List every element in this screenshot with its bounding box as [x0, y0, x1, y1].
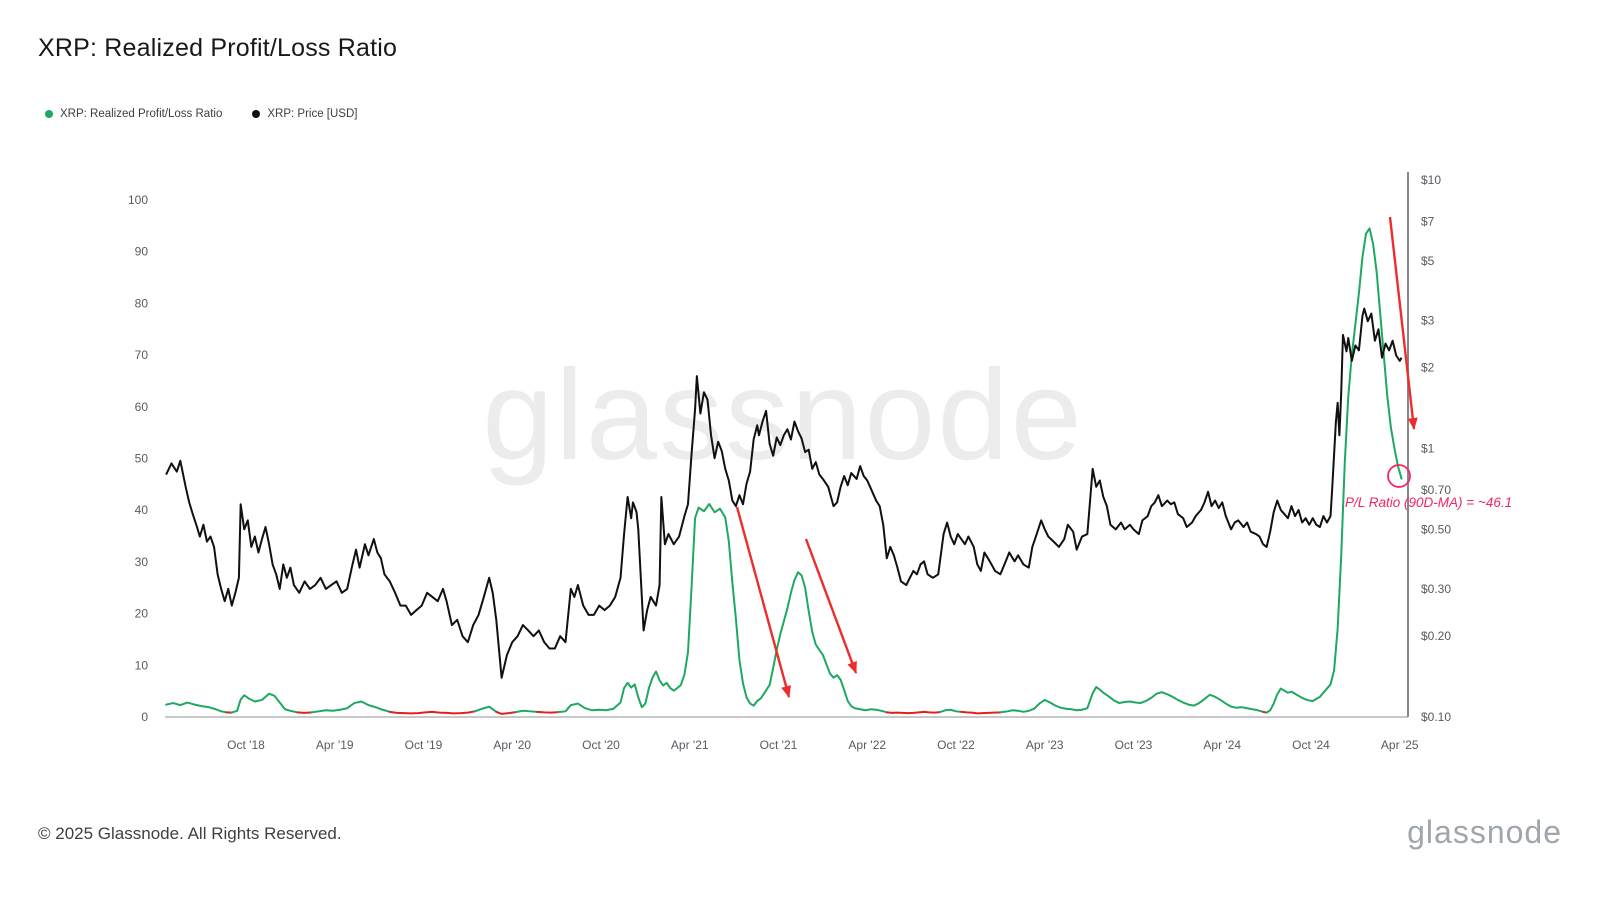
x-axis-tick-label: Apr '21: [671, 738, 709, 752]
legend-label-ratio: XRP: Realized Profit/Loss Ratio: [60, 108, 223, 120]
page-title: XRP: Realized Profit/Loss Ratio: [38, 34, 398, 62]
right-axis-tick-label: $7: [1421, 215, 1435, 229]
ratio-line-loss-segment: [960, 710, 1002, 715]
x-axis-tick-label: Oct '18: [227, 738, 265, 752]
glassnode-logo: glassnode: [1407, 814, 1562, 850]
left-axis-tick-label: 80: [135, 296, 149, 310]
annotation-circle-icon: [1387, 464, 1411, 488]
right-axis-tick-label: $1: [1421, 442, 1435, 456]
left-axis-tick-label: 60: [135, 400, 149, 414]
ratio-line-loss-segment: [536, 710, 560, 714]
x-axis-tick-label: Oct '23: [1115, 738, 1153, 752]
x-axis-tick-label: Apr '25: [1381, 738, 1419, 752]
ratio-line-segment: [1265, 227, 1403, 714]
legend-label-price: XRP: Price [USD]: [267, 108, 358, 120]
ratio-line-segment: [473, 705, 498, 713]
ratio-line-segment: [310, 700, 391, 714]
x-axis-tick-label: Apr '19: [316, 738, 354, 752]
left-axis-tick-label: 40: [135, 503, 149, 517]
legend-dot-price-icon: [252, 110, 261, 118]
legend-item-price[interactable]: XRP: Price [USD]: [252, 108, 357, 120]
copyright-text: © 2025 Glassnode. All Rights Reserved.: [38, 824, 342, 843]
right-axis-tick-label: $5: [1421, 254, 1435, 268]
ratio-line-segment: [514, 709, 539, 714]
x-axis-tick-label: Oct '22: [937, 738, 975, 752]
legend-dot-ratio-icon: [45, 110, 53, 118]
left-axis-tick-label: 50: [135, 452, 149, 466]
x-axis-tick-label: Apr '24: [1203, 738, 1241, 752]
ratio-line-loss-segment: [885, 710, 942, 715]
ratio-line-segment: [557, 502, 888, 714]
price-line: [165, 307, 1403, 679]
right-axis-tick-label: $0.10: [1421, 710, 1451, 724]
ratio-line-loss-segment: [388, 710, 476, 715]
ratio-line-loss-segment: [495, 710, 517, 715]
ratio-line-segment: [165, 701, 228, 714]
right-axis-tick-label: $10: [1421, 173, 1441, 187]
legend: XRP: Realized Profit/Loss Ratio XRP: Pri…: [45, 108, 357, 120]
ratio-line-segment: [939, 708, 963, 714]
right-axis-tick-label: $0.70: [1421, 483, 1451, 497]
annotation-arrow-icon: [1388, 216, 1418, 430]
right-axis-tick-label: $2: [1421, 361, 1435, 375]
x-axis-tick-label: Oct '24: [1292, 738, 1330, 752]
ratio-line-loss-segment: [296, 711, 313, 714]
right-axis-tick-label: $3: [1421, 313, 1435, 327]
left-axis-tick-label: 100: [128, 193, 148, 207]
x-axis-tick-label: Oct '20: [582, 738, 620, 752]
ratio-line-segment: [999, 686, 1265, 714]
left-axis-tick-label: 90: [135, 245, 149, 259]
right-axis-tick-label: $0.50: [1421, 522, 1451, 536]
left-axis-tick-label: 30: [135, 555, 149, 569]
left-axis-tick-label: 10: [135, 658, 149, 672]
x-axis-tick-label: Oct '21: [760, 738, 798, 752]
pl-ratio-annotation-label: P/L Ratio (90D-MA) = ~46.1: [1345, 495, 1513, 510]
x-axis-tick-label: Apr '23: [1026, 738, 1064, 752]
x-axis-tick-label: Apr '20: [493, 738, 531, 752]
left-axis-tick-label: 20: [135, 607, 149, 621]
annotation-arrow-icon: [735, 506, 791, 698]
legend-item-ratio[interactable]: XRP: Realized Profit/Loss Ratio: [45, 108, 222, 120]
x-axis-tick-label: Apr '22: [848, 738, 886, 752]
ratio-line-segment: [230, 692, 299, 714]
right-axis-tick-label: $0.30: [1421, 582, 1451, 596]
left-axis-tick-label: 70: [135, 348, 149, 362]
x-axis-tick-label: Oct '19: [405, 738, 443, 752]
annotation-arrow-icon: [804, 538, 858, 674]
left-axis-tick-label: 0: [141, 710, 148, 724]
right-axis-tick-label: $0.20: [1421, 629, 1451, 643]
